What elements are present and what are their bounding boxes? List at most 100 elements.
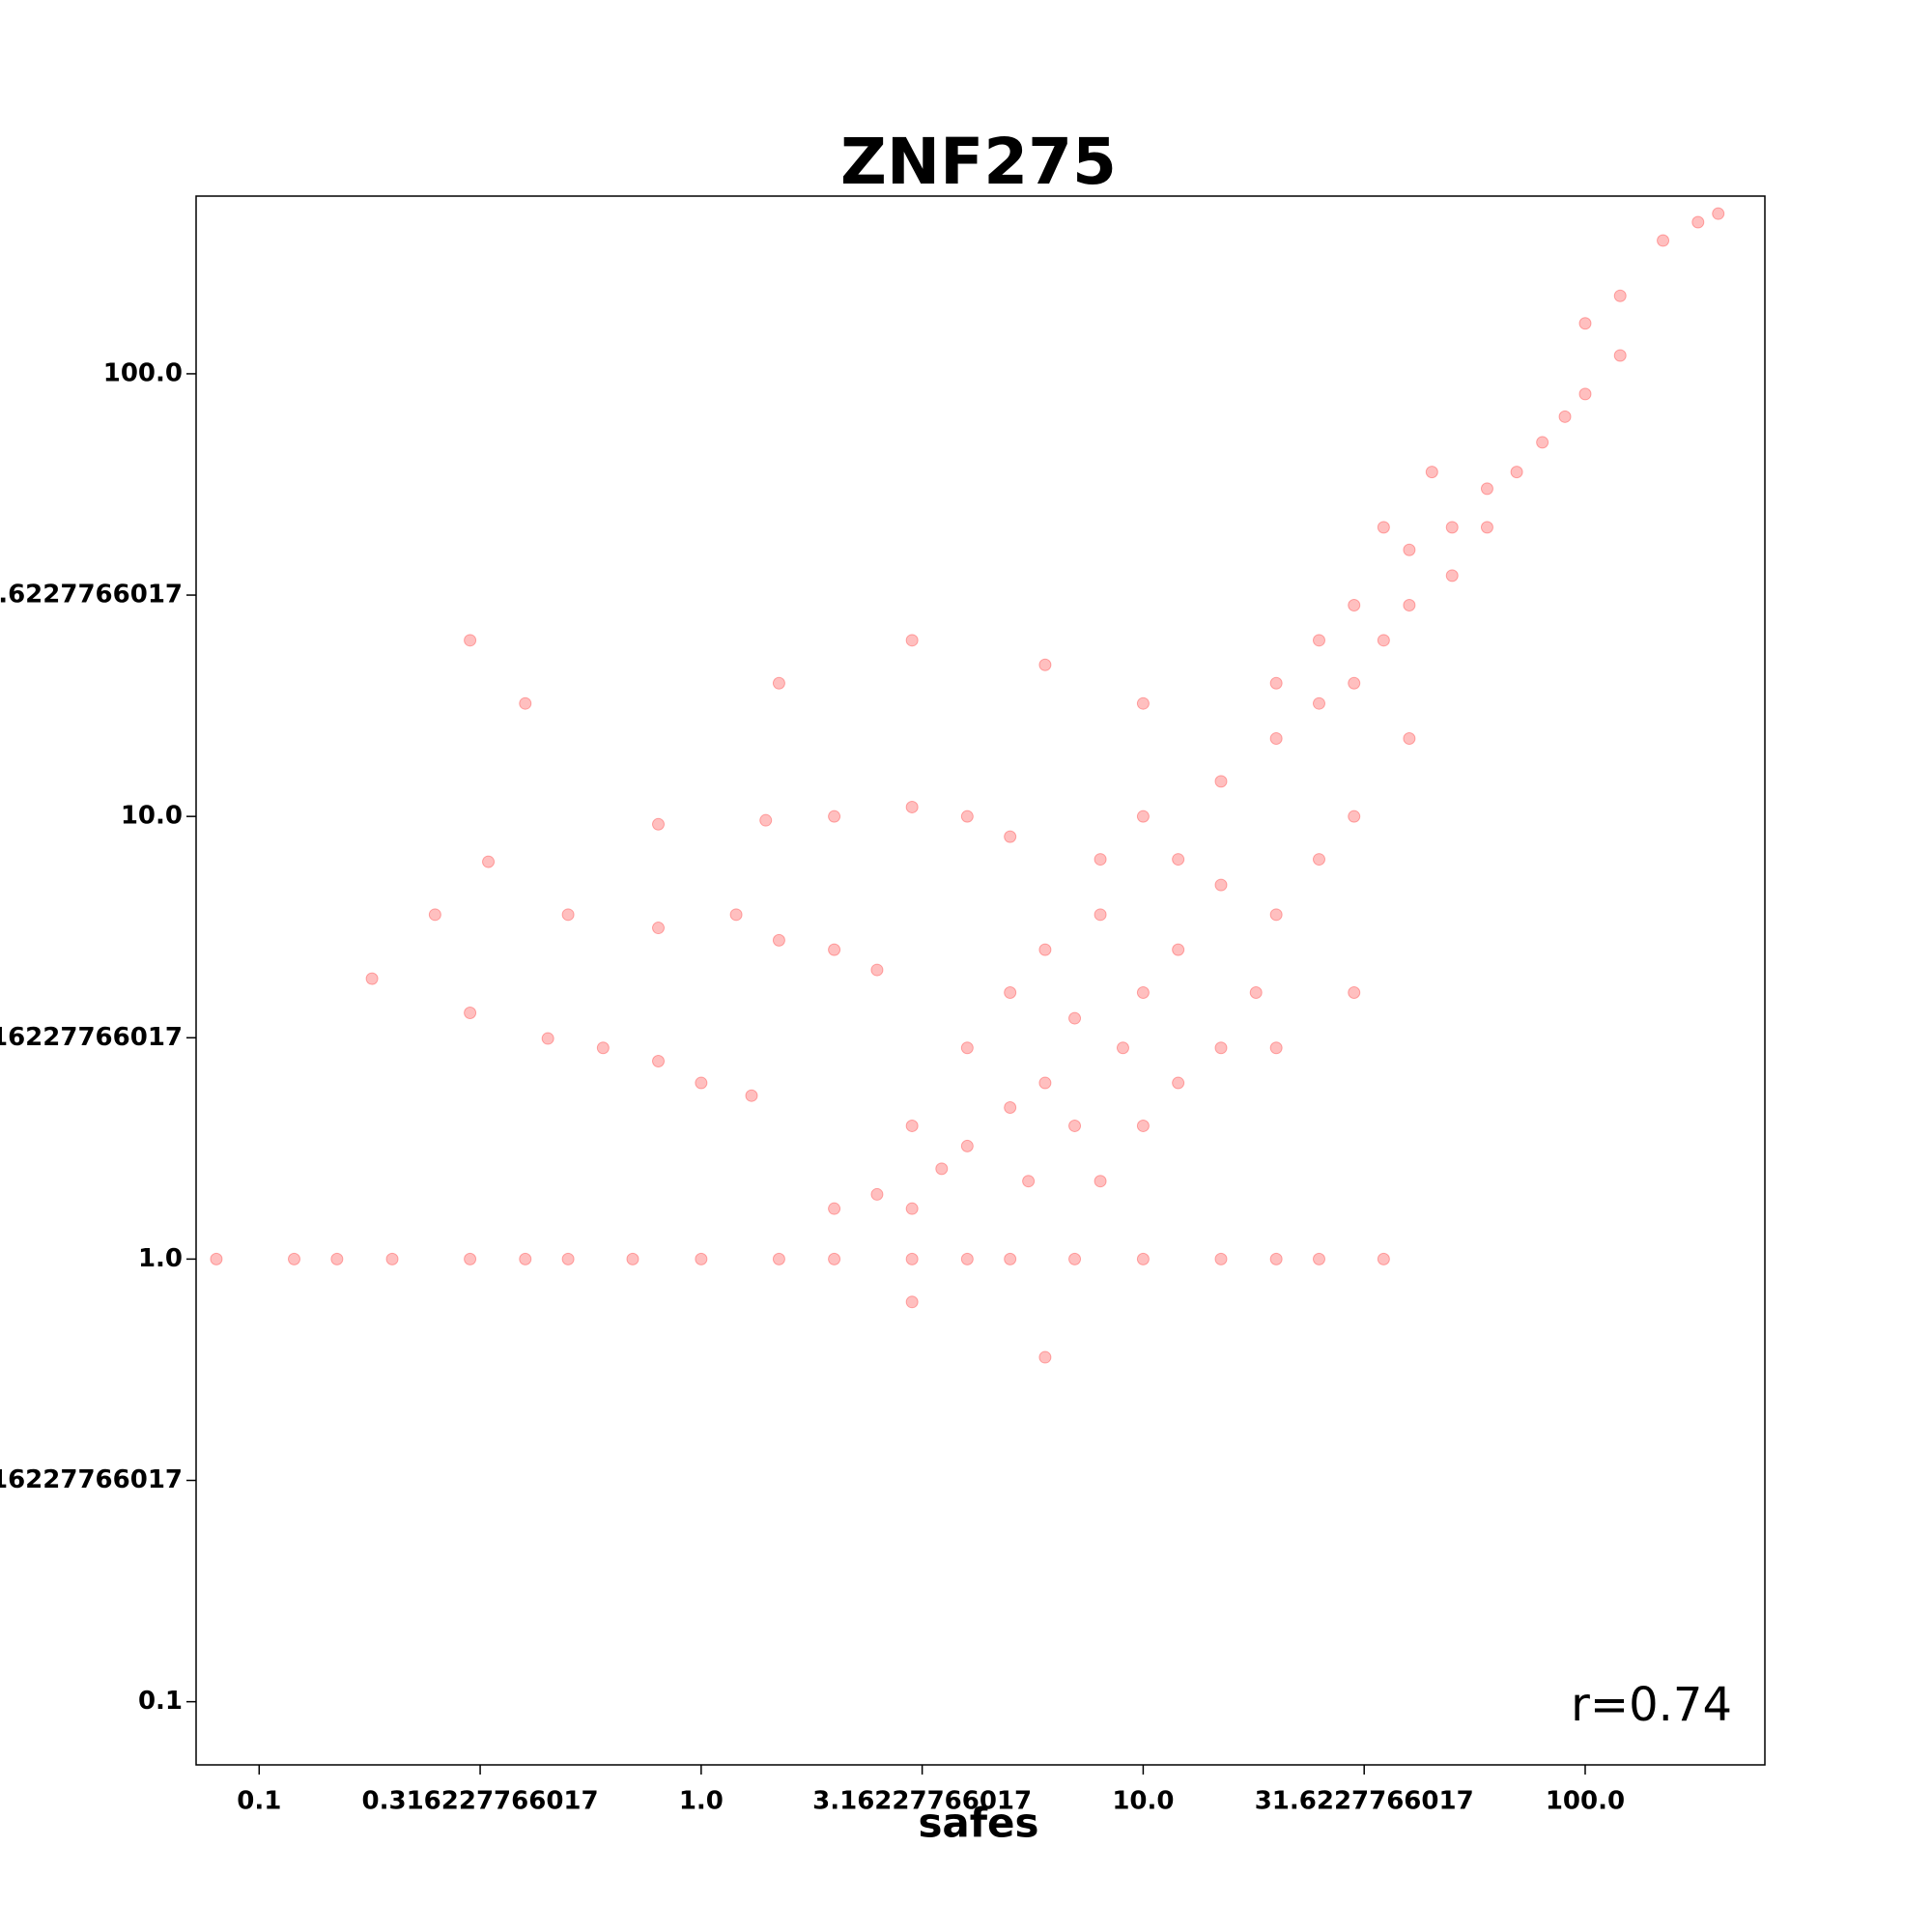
point bbox=[1136, 696, 1150, 710]
point bbox=[1312, 696, 1325, 710]
point bbox=[828, 1202, 841, 1215]
point bbox=[905, 800, 919, 813]
point bbox=[1269, 676, 1283, 690]
point bbox=[652, 922, 666, 935]
point bbox=[1312, 1252, 1325, 1265]
y-tick-label: 0.316227766017 bbox=[0, 1465, 183, 1494]
point bbox=[1022, 1175, 1036, 1188]
point bbox=[1068, 1252, 1082, 1265]
point bbox=[828, 810, 841, 823]
point bbox=[1269, 1041, 1283, 1055]
point bbox=[1172, 943, 1185, 956]
point bbox=[905, 1202, 919, 1215]
point bbox=[1377, 634, 1390, 647]
point bbox=[1403, 599, 1416, 612]
point bbox=[1038, 1350, 1052, 1364]
point bbox=[1536, 436, 1549, 449]
point bbox=[1038, 1076, 1052, 1090]
point bbox=[1445, 569, 1459, 582]
point bbox=[905, 1252, 919, 1265]
point bbox=[561, 1252, 575, 1265]
point bbox=[1510, 466, 1523, 479]
point bbox=[960, 810, 974, 823]
point bbox=[1214, 1041, 1228, 1055]
point bbox=[1578, 387, 1592, 401]
x-tick-label: 3.16227766017 bbox=[812, 1787, 1032, 1816]
point bbox=[1214, 1252, 1228, 1265]
point bbox=[1445, 521, 1459, 534]
x-tick-label: 0.1 bbox=[237, 1787, 281, 1816]
point bbox=[960, 1139, 974, 1152]
point bbox=[1377, 1252, 1390, 1265]
y-tick-label: 0.1 bbox=[138, 1687, 183, 1716]
point bbox=[210, 1252, 223, 1265]
point bbox=[759, 813, 773, 827]
point bbox=[1136, 810, 1150, 823]
point bbox=[464, 634, 477, 647]
point bbox=[1094, 908, 1107, 922]
point bbox=[1480, 482, 1493, 496]
point bbox=[1136, 986, 1150, 1000]
point bbox=[1004, 1252, 1017, 1265]
point bbox=[1214, 775, 1228, 788]
point bbox=[652, 817, 666, 831]
x-tick-label: 100.0 bbox=[1546, 1787, 1625, 1816]
point bbox=[1425, 466, 1438, 479]
point bbox=[519, 696, 532, 710]
point bbox=[1249, 986, 1263, 1000]
plot-frame bbox=[195, 195, 1766, 1766]
point bbox=[428, 908, 441, 922]
point bbox=[464, 1252, 477, 1265]
point bbox=[1691, 215, 1705, 229]
point bbox=[385, 1252, 399, 1265]
point bbox=[745, 1089, 758, 1102]
point bbox=[905, 1119, 919, 1132]
point bbox=[1348, 810, 1361, 823]
point bbox=[1403, 731, 1416, 745]
y-tick-label: 31.6227766017 bbox=[0, 581, 183, 610]
point bbox=[1348, 599, 1361, 612]
point bbox=[288, 1252, 301, 1265]
point bbox=[652, 1054, 666, 1067]
point bbox=[1480, 521, 1493, 534]
point bbox=[1657, 234, 1670, 247]
y-tick-label: 100.0 bbox=[103, 358, 183, 387]
y-tick-label: 1.0 bbox=[138, 1244, 183, 1273]
point bbox=[1613, 349, 1627, 362]
point bbox=[1172, 853, 1185, 867]
point bbox=[1094, 1175, 1107, 1188]
point bbox=[960, 1252, 974, 1265]
x-tick-label: 10.0 bbox=[1112, 1787, 1174, 1816]
point bbox=[1312, 853, 1325, 867]
point bbox=[464, 1006, 477, 1019]
point bbox=[935, 1162, 949, 1176]
y-tick-label: 3.16227766017 bbox=[0, 1023, 183, 1052]
point bbox=[1214, 878, 1228, 892]
point bbox=[1269, 731, 1283, 745]
point bbox=[365, 972, 379, 985]
point bbox=[561, 908, 575, 922]
point bbox=[1377, 521, 1390, 534]
point bbox=[1578, 317, 1592, 330]
point bbox=[905, 1295, 919, 1309]
point bbox=[1348, 676, 1361, 690]
point bbox=[541, 1032, 554, 1045]
point bbox=[1348, 986, 1361, 1000]
point bbox=[1068, 1119, 1082, 1132]
point bbox=[1136, 1252, 1150, 1265]
point bbox=[1269, 1252, 1283, 1265]
point bbox=[330, 1252, 344, 1265]
point bbox=[1613, 289, 1627, 302]
point bbox=[1403, 543, 1416, 556]
point bbox=[1712, 207, 1725, 220]
point bbox=[905, 634, 919, 647]
point bbox=[772, 1252, 785, 1265]
point bbox=[870, 1187, 884, 1201]
point bbox=[1004, 830, 1017, 843]
point bbox=[1172, 1076, 1185, 1090]
point bbox=[828, 1252, 841, 1265]
point bbox=[1038, 658, 1052, 671]
point bbox=[695, 1076, 708, 1090]
